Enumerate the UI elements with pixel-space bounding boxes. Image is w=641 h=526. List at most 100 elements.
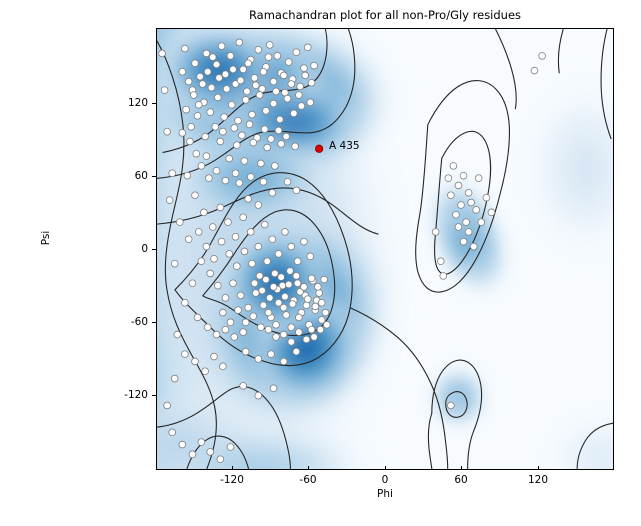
scatter-point (245, 120, 254, 129)
scatter-point (244, 195, 252, 203)
scatter-point (191, 59, 199, 68)
scatter-point (314, 283, 322, 291)
scatter-point (269, 99, 278, 108)
scatter-point (477, 218, 486, 226)
scatter-point (287, 80, 296, 88)
scatter-point (221, 325, 230, 334)
scatter-point (239, 65, 247, 74)
xtick-label-60: 60 (454, 474, 468, 486)
scatter-point (197, 438, 206, 446)
scatter-point (307, 274, 316, 283)
scatter-point (315, 289, 323, 297)
scatter-point (184, 77, 193, 86)
scatter-point (276, 115, 284, 124)
scatter-point (203, 323, 212, 332)
scatter-point (239, 213, 247, 222)
scatter-point (300, 237, 308, 246)
scatter-point (283, 177, 292, 186)
scatter-point (454, 223, 463, 231)
scatter-point (277, 273, 285, 281)
scatter-point (303, 295, 312, 303)
scatter-point (195, 228, 203, 236)
scatter-point (189, 91, 198, 99)
scatter-point (310, 61, 318, 70)
scatter-point (306, 252, 315, 261)
scatter-point (219, 127, 227, 136)
scatter-point (219, 362, 227, 371)
scatter-point (271, 269, 279, 278)
scatter-point (269, 77, 278, 86)
contour-lines (157, 29, 613, 469)
ytick-label-60: 60 (134, 170, 148, 182)
scatter-point (284, 280, 293, 289)
scatter-point (290, 109, 298, 118)
scatter-point (208, 223, 217, 231)
xtick-label-neg60: -60 (299, 474, 317, 486)
scatter-point (168, 169, 176, 178)
scatter-point (457, 201, 465, 209)
scatter-point (272, 333, 280, 341)
scatter-point (263, 143, 271, 152)
scatter-point (230, 333, 239, 341)
ytick-mark-60 (152, 176, 156, 177)
scatter-point (217, 42, 226, 50)
scatter-point (165, 196, 174, 204)
scatter-point (482, 193, 491, 202)
scatter-point (212, 330, 221, 339)
y-axis-label: Psi (40, 230, 52, 246)
highlighted-residue-marker[interactable] (314, 144, 324, 153)
scatter-point (277, 140, 285, 148)
scatter-point (229, 279, 237, 288)
scatter-point (287, 323, 296, 332)
scatter-point (184, 235, 193, 244)
scatter-point (462, 218, 470, 226)
scatter-point (225, 154, 233, 163)
scatter-point (538, 52, 546, 60)
scatter-point (201, 367, 209, 376)
scatter-point (178, 440, 187, 449)
scatter-point (195, 100, 203, 109)
scatter-point (279, 330, 288, 339)
scatter-point (233, 262, 241, 270)
scatter-point (269, 384, 278, 393)
scatter-point (178, 67, 187, 76)
scatter-point (200, 208, 208, 217)
scatter-point (293, 257, 302, 266)
xtick-label-120: 120 (527, 474, 549, 486)
scatter-point (302, 335, 311, 344)
page-title: Ramachandran plot for all non-Pro/Gly re… (248, 8, 522, 22)
ytick-mark-120 (152, 103, 156, 104)
scatter-point (231, 232, 240, 241)
scatter-point (316, 325, 325, 334)
scatter-point (259, 67, 268, 76)
ytick-mark-neg60 (152, 322, 156, 323)
scatter-point (241, 318, 250, 327)
scatter-point (226, 52, 235, 60)
xtick-mark-neg60 (308, 466, 309, 470)
scatter-point (255, 272, 264, 280)
xtick-label-neg120: -120 (220, 474, 244, 486)
scatter-point (186, 137, 194, 146)
scatter-point (303, 43, 312, 52)
scatter-point (160, 86, 169, 94)
xtick-mark-120 (538, 466, 539, 470)
scatter-point (178, 129, 187, 137)
scatter-point (487, 208, 496, 217)
scatter-point (306, 98, 315, 107)
scatter-point (259, 177, 268, 186)
xtick-mark-0 (385, 466, 386, 470)
scatter-point (459, 171, 468, 180)
scatter-point (210, 254, 218, 263)
scatter-point (181, 350, 189, 358)
scatter-point (274, 250, 283, 258)
scatter-point (216, 203, 225, 212)
scatter-point (229, 65, 237, 74)
scatter-point (317, 298, 326, 307)
scatter-point (230, 124, 239, 132)
scatter-point (215, 74, 223, 82)
scatter-point (244, 59, 252, 68)
scatter-point (292, 347, 301, 356)
scatter-point (254, 355, 263, 363)
scatter-point (255, 91, 264, 99)
scatter-point (436, 257, 445, 266)
